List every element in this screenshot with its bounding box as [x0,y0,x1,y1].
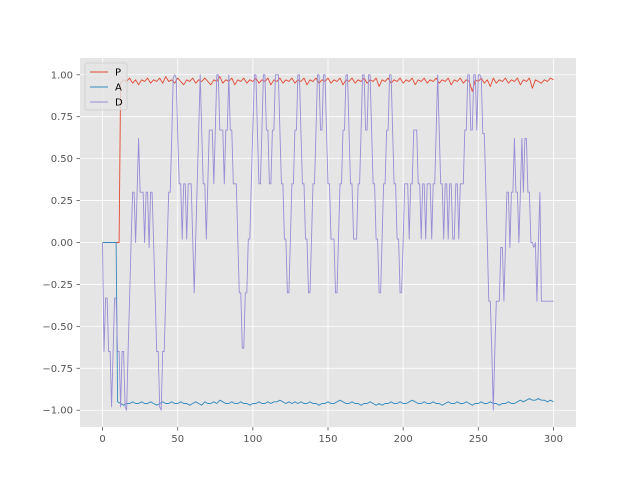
y-axis-ticks: −1.00 −0.75 −0.50 −0.25 0.00 0.25 0.50 0.75 1.00 [42,70,80,417]
x-tick-label: 100 [243,434,262,445]
x-tick-label: 150 [318,434,337,445]
x-axis-ticks: 0 50 100 150 200 250 300 [99,427,563,445]
y-tick-label: 0.50 [51,154,73,165]
legend: PAD [84,62,128,111]
y-tick-label: 0.00 [51,238,73,249]
legend-label-a: A [115,83,122,94]
y-tick-label: 0.75 [51,112,73,123]
legend-label-p: P [115,68,121,79]
series-lines [102,74,554,411]
y-tick-label: −0.25 [42,280,73,291]
x-tick-label: 250 [469,434,488,445]
series-line-p [102,76,554,243]
y-tick-label: −0.75 [42,364,73,375]
x-tick-label: 300 [544,434,563,445]
y-tick-label: 1.00 [51,70,73,81]
y-tick-label: −0.50 [42,322,73,333]
x-tick-label: 50 [171,434,184,445]
y-tick-label: −1.00 [42,406,73,417]
x-tick-label: 0 [99,434,105,445]
series-line-a [102,242,554,406]
y-tick-label: 0.25 [51,196,73,207]
legend-label-d: D [115,98,123,109]
series-line-d [102,74,554,411]
x-tick-label: 200 [394,434,413,445]
